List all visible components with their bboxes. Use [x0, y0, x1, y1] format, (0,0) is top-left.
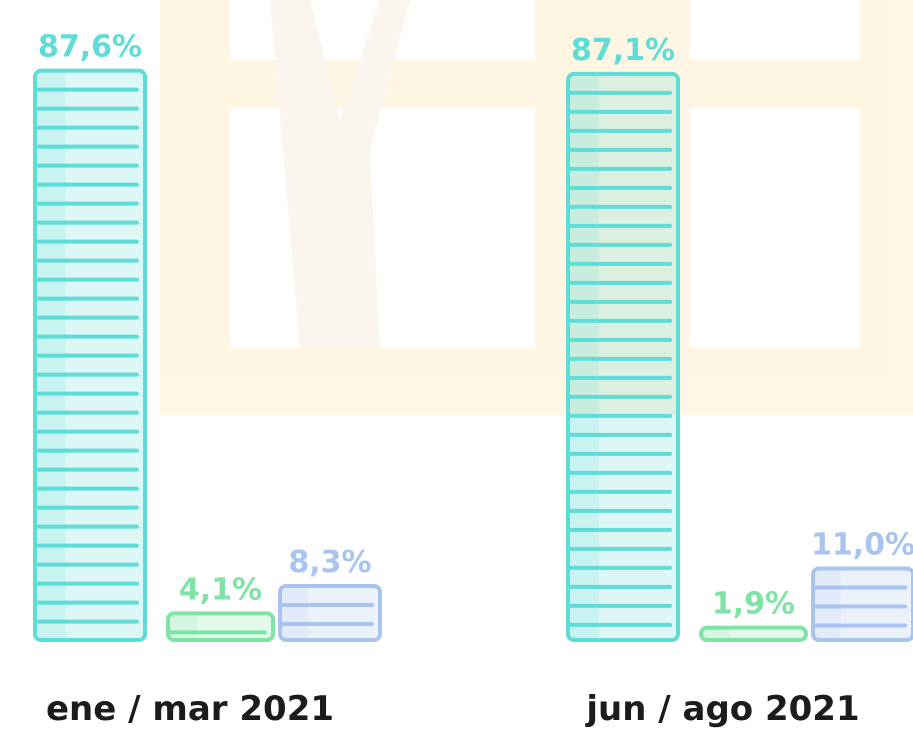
- category-label: jun / ago 2021: [584, 689, 859, 729]
- category-label: ene / mar 2021: [46, 689, 334, 729]
- background-window: [160, 0, 913, 415]
- value-label: 1,9%: [712, 587, 795, 622]
- book-spine: [35, 70, 66, 641]
- tree-trunk: [270, 0, 410, 348]
- value-label: 87,1%: [571, 33, 675, 68]
- book-spine: [568, 73, 599, 641]
- window-pane: [230, 0, 535, 60]
- book-stack: [699, 625, 808, 643]
- book-spine: [280, 586, 308, 640]
- book-spine: [813, 568, 841, 640]
- window-pane: [690, 0, 860, 60]
- value-label: 8,3%: [288, 545, 371, 580]
- value-label: 11,0%: [811, 528, 913, 563]
- book-spine: [701, 627, 731, 640]
- window-frame: [160, 0, 913, 415]
- book-stack: [278, 584, 382, 642]
- window-pane: [690, 108, 860, 348]
- value-label: 87,6%: [38, 30, 142, 65]
- value-label: 4,1%: [179, 572, 262, 607]
- book-spine: [168, 613, 198, 640]
- window-pane: [230, 108, 535, 348]
